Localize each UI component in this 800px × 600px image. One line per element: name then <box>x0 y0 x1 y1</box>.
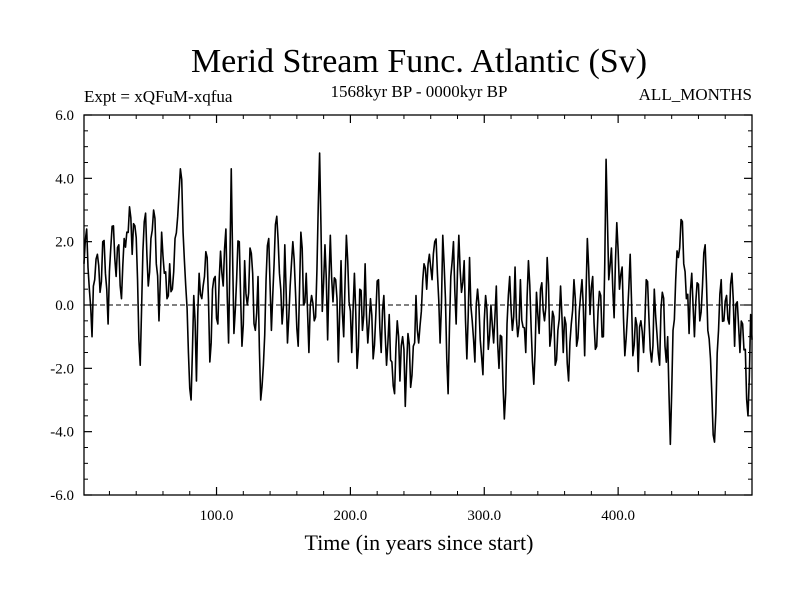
plot-area: -6.0 -4.0 -2.0 0.0 2.0 4.0 6.0 100.0 200.0 300.0 4… <box>50 108 753 524</box>
y-tick-label: 4.0 <box>55 171 74 187</box>
experiment-label: Expt = xQFuM-xqfua <box>84 87 233 106</box>
chart-title: Merid Stream Func. Atlantic (Sv) <box>191 43 647 80</box>
x-axis-label: Time (in years since start) <box>305 530 534 555</box>
months-label: ALL_MONTHS <box>639 85 752 104</box>
y-tick-label: -4.0 <box>50 425 74 441</box>
x-tick-label: 400.0 <box>601 508 635 524</box>
x-tick-label: 100.0 <box>200 508 234 524</box>
x-tick-label: 200.0 <box>334 508 368 524</box>
y-tick-label: -6.0 <box>50 488 74 504</box>
y-tick-label: -2.0 <box>50 361 74 377</box>
x-tick-label: 300.0 <box>467 508 501 524</box>
series-line <box>83 152 753 446</box>
y-tick-label: 0.0 <box>55 298 74 314</box>
y-tick-label: 6.0 <box>55 108 74 124</box>
time-range-label: 1568kyr BP - 0000kyr BP <box>331 82 508 101</box>
y-tick-label: 2.0 <box>55 235 74 251</box>
